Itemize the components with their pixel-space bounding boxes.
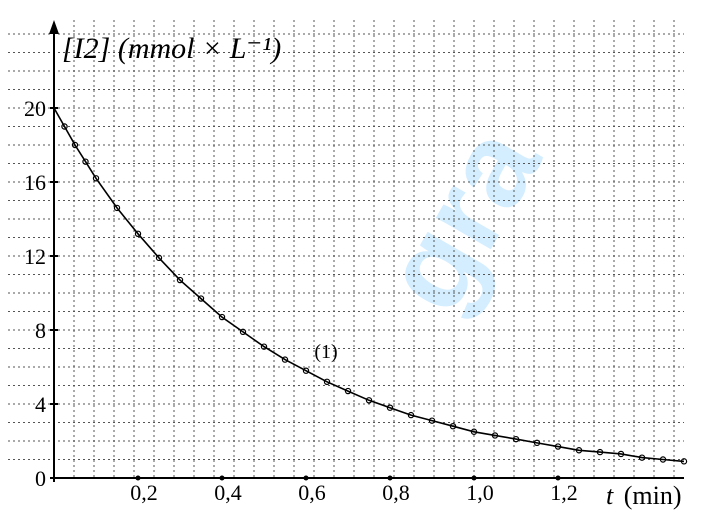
x-tick-label: 1,0 (466, 480, 494, 505)
data-point (155, 254, 163, 262)
data-point (428, 417, 436, 424)
data-point (617, 450, 625, 458)
x-axis-symbol: t (606, 481, 614, 510)
data-point (449, 423, 457, 430)
data-point (575, 447, 583, 454)
y-tick-labels: 0 4 8 12 16 20 (24, 96, 58, 491)
data-point (344, 387, 352, 395)
x-tick-label: 1,2 (550, 480, 578, 505)
x-tick-mark (555, 475, 561, 481)
y-tick-label: 20 (24, 96, 46, 121)
y-tick-label: 4 (35, 392, 46, 417)
x-tick-mark (135, 475, 141, 481)
data-point (92, 175, 100, 182)
data-point (176, 276, 184, 284)
data-point (638, 454, 646, 461)
data-point (470, 428, 478, 435)
x-tick-mark (387, 475, 393, 481)
data-point (680, 458, 688, 465)
y-tick-label: 16 (24, 170, 46, 195)
data-point (407, 411, 415, 419)
grid (8, 20, 684, 478)
data-point (596, 448, 604, 456)
x-tick-label: 0,2 (130, 480, 158, 505)
data-point (365, 397, 373, 404)
x-axis-label: t (min) (606, 481, 682, 510)
data-point (197, 295, 205, 302)
series-line (53, 107, 685, 463)
data-point (71, 141, 79, 149)
y-tick-label: 8 (35, 318, 46, 343)
y-axis-arrow (49, 20, 59, 34)
data-point (218, 313, 226, 321)
data-point (386, 404, 394, 411)
watermark: gra (356, 103, 566, 333)
data-point (281, 356, 289, 363)
data-point (491, 432, 499, 439)
x-tick-label: 0,8 (382, 480, 410, 505)
data-point (302, 367, 310, 374)
data-point (659, 456, 667, 463)
x-tick-label: 0,4 (214, 480, 242, 505)
x-tick-labels: 0,2 0,4 0,6 0,8 1,0 1,2 (130, 475, 578, 505)
data-point (134, 230, 142, 237)
x-tick-label: 0,6 (298, 480, 326, 505)
data-point (260, 343, 268, 350)
data-point (533, 439, 541, 447)
data-point (554, 443, 562, 450)
data-point (82, 158, 89, 165)
y-axis-unit: (mmol × L⁻¹) (118, 32, 281, 65)
y-axis-symbol: [I2] (62, 32, 110, 65)
x-tick-mark (219, 475, 225, 481)
data-points (61, 123, 688, 465)
curve-label: (1) (314, 341, 337, 363)
data-point (113, 204, 121, 212)
data-point (512, 435, 520, 443)
data-point (239, 328, 247, 336)
y-tick-label: 12 (24, 244, 46, 269)
y-axis-label: [I2] (mmol × L⁻¹) (62, 32, 281, 65)
x-axis-unit: (min) (624, 481, 682, 510)
y-tick-label: 0 (35, 466, 46, 491)
x-tick-mark (471, 475, 477, 481)
x-tick-mark (303, 475, 309, 481)
data-point (61, 123, 68, 130)
data-point (323, 378, 331, 385)
